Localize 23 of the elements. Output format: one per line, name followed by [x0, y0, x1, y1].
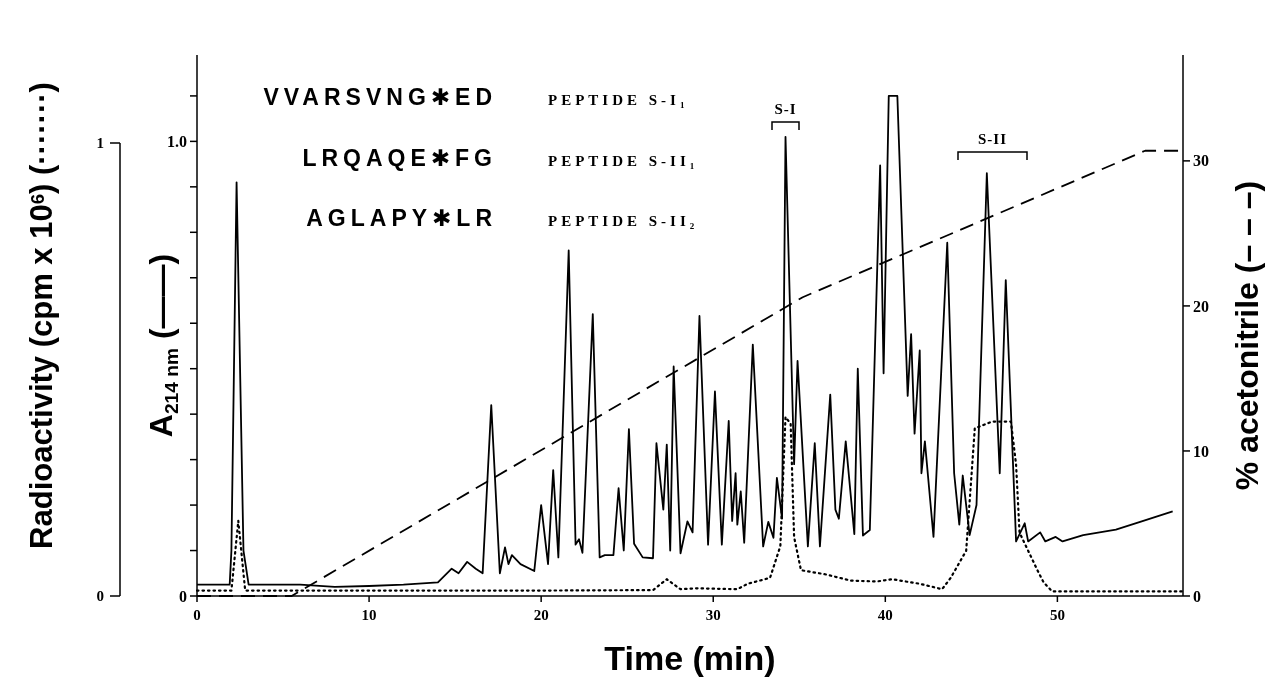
annotation: S-I [774, 101, 797, 117]
annotation: LRQAQE✱FG [302, 145, 497, 171]
x-tick-label: 20 [533, 607, 549, 623]
y-tick-label: 1.0 [167, 132, 187, 150]
x-tick-label: 0 [193, 607, 201, 623]
y3-tick-label: 1 [96, 135, 104, 152]
y2-axis-title: % acetonitrile (– – –) [1229, 180, 1265, 491]
x-tick-label: 40 [877, 607, 893, 623]
annotation: S-II [977, 131, 1008, 147]
y2-tick-label: 30 [1193, 152, 1209, 170]
x-tick-label: 50 [1049, 607, 1065, 623]
y3-tick-label: 0 [96, 588, 104, 605]
annotation: VVARSVNG✱ED [263, 84, 497, 110]
x-tick-label: 10 [361, 607, 377, 623]
annotation: PEPTIDE S-I$_{1}$ [548, 92, 689, 110]
annotation: AGLAPY✱LR [306, 205, 497, 231]
x-tick-label: 30 [705, 607, 721, 623]
annotation: PEPTIDE S-II$_{1}$ [548, 153, 699, 171]
y2-tick-label: 0 [1193, 587, 1201, 605]
x-axis-title: Time (min) [604, 639, 776, 677]
annotation: PEPTIDE S-II$_{2}$ [548, 213, 699, 231]
y2-tick-label: 10 [1193, 442, 1209, 460]
y2-tick-label: 20 [1193, 297, 1209, 315]
